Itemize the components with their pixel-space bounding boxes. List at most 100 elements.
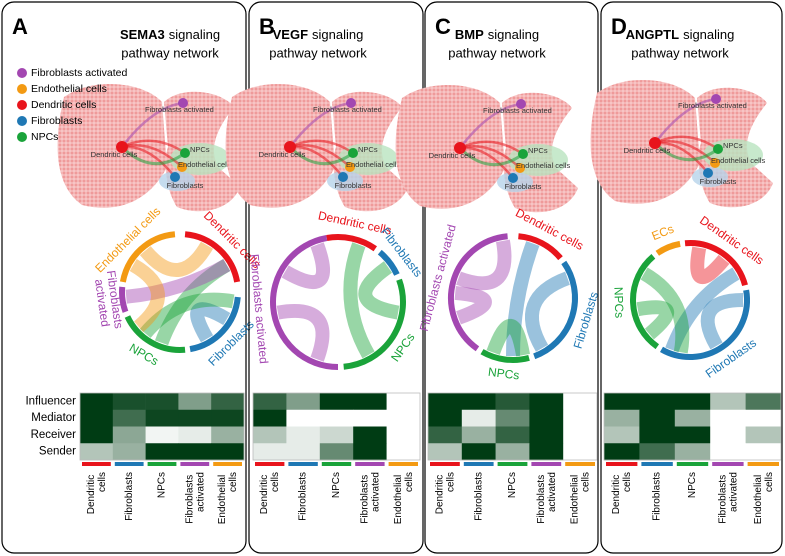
- heatmap-cell: [745, 409, 782, 427]
- heatmap-cell: [710, 443, 746, 461]
- heatmap-cell: [745, 443, 782, 461]
- map-label: Endothelial cells: [346, 160, 400, 169]
- column-color-bar: [82, 462, 111, 466]
- column-color-bar: [321, 462, 352, 466]
- panel-title-line2: pathway network: [269, 45, 367, 60]
- title-bold: SEMA3: [120, 27, 165, 42]
- heatmap-cell: [604, 443, 640, 461]
- map-node: [518, 149, 528, 159]
- heatmap-cell: [211, 393, 245, 411]
- heatmap-cell: [386, 443, 421, 461]
- title-rest: signaling: [683, 27, 734, 42]
- panel-frame: [248, 1, 424, 554]
- heatmap-cell: [461, 393, 496, 411]
- panel-letter: C: [435, 14, 451, 39]
- heatmap-cell: [286, 443, 321, 461]
- chord-ribbon: [690, 246, 730, 285]
- column-color-bar: [641, 462, 673, 466]
- heatmap-cell: [461, 443, 496, 461]
- heatmap-cell: [145, 426, 179, 444]
- heatmap-cell: [529, 443, 564, 461]
- panel-letter: B: [259, 14, 275, 39]
- map-edge: [121, 101, 184, 148]
- tissue-left: [590, 79, 700, 204]
- column-label: NPCs: [331, 472, 342, 498]
- heatmap-cell: [745, 426, 782, 444]
- heatmap-cell: [386, 393, 421, 411]
- chord-ribbon: [486, 318, 530, 357]
- heatmap-cell: [80, 426, 114, 444]
- map-label: Fibroblasts: [700, 177, 737, 186]
- heatmap-cell: [639, 443, 676, 461]
- map-label: Fibroblasts: [505, 182, 542, 191]
- chord-sector: [480, 349, 530, 363]
- heatmap-cell: [286, 426, 321, 444]
- heatmap-cell: [461, 426, 496, 444]
- heatmap-cell: [178, 393, 212, 411]
- heatmap-cell: [178, 426, 212, 444]
- heatmap-cell: [253, 443, 287, 461]
- map-edge: [459, 102, 522, 149]
- legend-swatch: [17, 84, 27, 94]
- legend-label: Endothelial cells: [31, 83, 107, 95]
- chord-ribbon: [640, 267, 690, 354]
- chord-ribbon: [125, 258, 231, 304]
- title-bold: BMP: [455, 27, 484, 42]
- heatmap-cell: [674, 409, 711, 427]
- heatmap-cell: [495, 426, 530, 444]
- heatmap-cell: [563, 426, 598, 444]
- map-node: [338, 172, 348, 182]
- chord-label: ECs: [650, 222, 676, 243]
- chord-label: Fibroblasts activated: [91, 269, 126, 334]
- map-edge: [289, 101, 352, 148]
- tissue-left: [225, 83, 335, 208]
- column-color-bar: [255, 462, 285, 466]
- heatmap-cell: [145, 393, 179, 411]
- column-color-bar: [355, 462, 385, 466]
- heatmap-border: [603, 392, 782, 461]
- map-label: Endothelial cells: [178, 160, 232, 169]
- column-color-bar: [463, 462, 494, 466]
- column-label: NPCs: [157, 472, 168, 498]
- heatmap-cell: [604, 426, 640, 444]
- heatmap-cell: [710, 409, 746, 427]
- heatmap-cell: [112, 426, 146, 444]
- map-node: [348, 148, 358, 158]
- legend-label: Dendritic cells: [31, 99, 96, 111]
- column-color-bar: [531, 462, 562, 466]
- heatmap-cell: [563, 409, 598, 427]
- column-label: Dendritic cells: [259, 472, 281, 514]
- heatmap-cell: [253, 409, 287, 427]
- column-color-bar: [712, 462, 744, 466]
- map-edge: [458, 146, 524, 167]
- column-color-bar: [747, 462, 779, 466]
- heatmap-cell: [80, 443, 114, 461]
- column-color-bar: [213, 462, 242, 466]
- heatmap-cell: [428, 393, 463, 411]
- column-color-bar: [430, 462, 460, 466]
- chord-sector: [684, 240, 748, 287]
- map-node: [180, 148, 190, 158]
- heatmap-cell: [639, 426, 676, 444]
- heatmap-cell: [112, 443, 146, 461]
- legend-swatch: [17, 68, 27, 78]
- chord-sector: [448, 233, 508, 352]
- heatmap-cell: [211, 409, 245, 427]
- heatmap-cell: [80, 409, 114, 427]
- chord-sector: [377, 249, 400, 276]
- heatmap-border: [79, 392, 245, 461]
- map-node: [454, 142, 466, 154]
- row-label: Receiver: [31, 429, 77, 441]
- chord-ribbon: [700, 293, 744, 350]
- map-node: [516, 99, 526, 109]
- column-color-bar: [606, 462, 638, 466]
- column-label: Endothelial cells: [217, 472, 239, 524]
- column-color-bar: [180, 462, 210, 466]
- heatmap-cell: [563, 443, 598, 461]
- heatmap-cell: [178, 409, 212, 427]
- heatmap-cell: [710, 426, 746, 444]
- title-bold: ANGPTL: [626, 27, 680, 42]
- chord-sector: [184, 231, 241, 283]
- chord-ribbon: [139, 292, 235, 338]
- column-label: Endothelial cells: [752, 472, 774, 524]
